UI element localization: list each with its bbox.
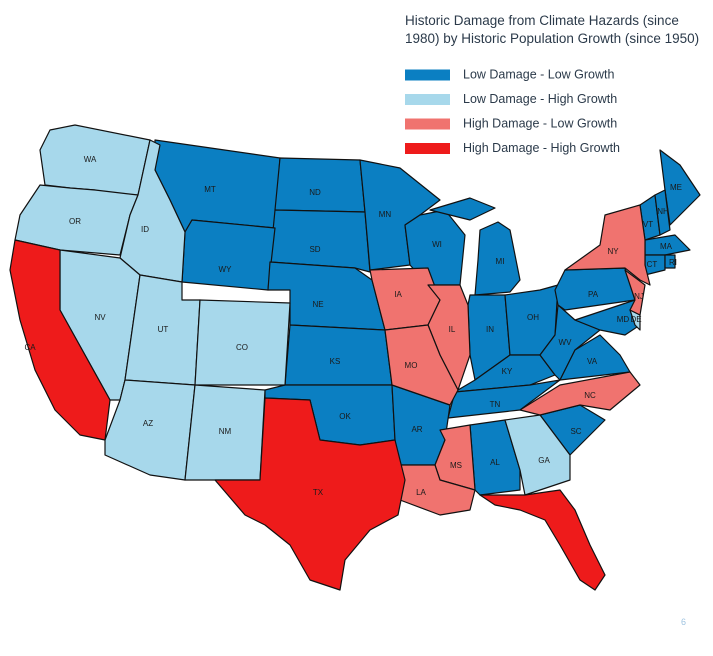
state-label: WV [559,338,573,347]
legend-label: High Damage - High Growth [463,141,620,155]
state [9,239,111,441]
state-label: NH [657,207,669,216]
state-label: WI [432,240,442,249]
state-label: MN [379,210,392,219]
page-number: 6 [681,617,686,627]
title-line: 1980) by Historic Population Growth (sin… [405,31,699,46]
state-label: OK [339,412,351,421]
state-label: OR [69,217,81,226]
state [659,149,701,226]
state [624,269,646,316]
legend-swatch [405,94,450,105]
state [181,219,276,291]
state-label: OH [527,313,539,322]
state-label: CO [236,343,248,352]
state-label: LA [416,488,426,497]
state [397,464,476,516]
state-label: TN [490,400,501,409]
state [664,254,676,269]
state-label: KS [330,357,341,366]
legend-swatch [405,69,450,81]
state-label: IA [394,290,402,299]
state-label: KY [502,367,513,376]
state-label: NM [219,427,232,436]
legend-label: High Damage - Low Growth [463,116,617,130]
state-label: GA [538,456,550,465]
legend-swatch [405,118,450,130]
legend-label: Low Damage - Low Growth [463,67,615,81]
state-label: WA [84,155,97,164]
state-label: VA [587,357,598,366]
state-label: MI [496,257,505,266]
state-label: NY [607,247,619,256]
state [519,371,641,416]
state-label: NE [312,300,323,309]
state-label: IL [449,325,456,334]
state-label: VT [643,220,653,229]
state [574,299,641,336]
state-label: MA [660,242,673,251]
state-label: CT [647,260,658,269]
state-label: SD [309,245,320,254]
state [284,324,393,386]
state-label: ID [141,225,149,234]
state-label: IN [486,325,494,334]
state-label: SC [570,427,581,436]
state [214,397,406,591]
state-label: TX [313,488,324,497]
state-label: NC [584,391,596,400]
state-label: ME [670,183,682,192]
state-label: CA [24,343,36,352]
legend-swatch [405,143,450,154]
state [479,489,606,591]
state-label: AL [490,458,500,467]
state-label: DE [630,315,641,324]
state [654,189,671,236]
state [559,334,631,381]
state [429,197,521,296]
state-label: AR [411,425,422,434]
state [564,204,651,286]
state-label: PA [588,290,599,299]
state-label: ND [309,188,321,197]
title-line: Historic Damage from Climate Hazards (si… [405,13,679,28]
state [384,324,459,406]
state-label: MS [450,461,462,470]
state-label: MD [617,315,630,324]
state [274,157,366,213]
state-label: WY [219,265,233,274]
state-label: RI [669,258,677,267]
state-label: NJ [634,292,644,301]
state-label: UT [158,325,169,334]
state-label: AZ [143,419,153,428]
state-label: NV [94,313,106,322]
state-label: MO [405,361,418,370]
state-label: MT [204,185,216,194]
state [194,299,291,386]
legend-label: Low Damage - High Growth [463,92,617,106]
